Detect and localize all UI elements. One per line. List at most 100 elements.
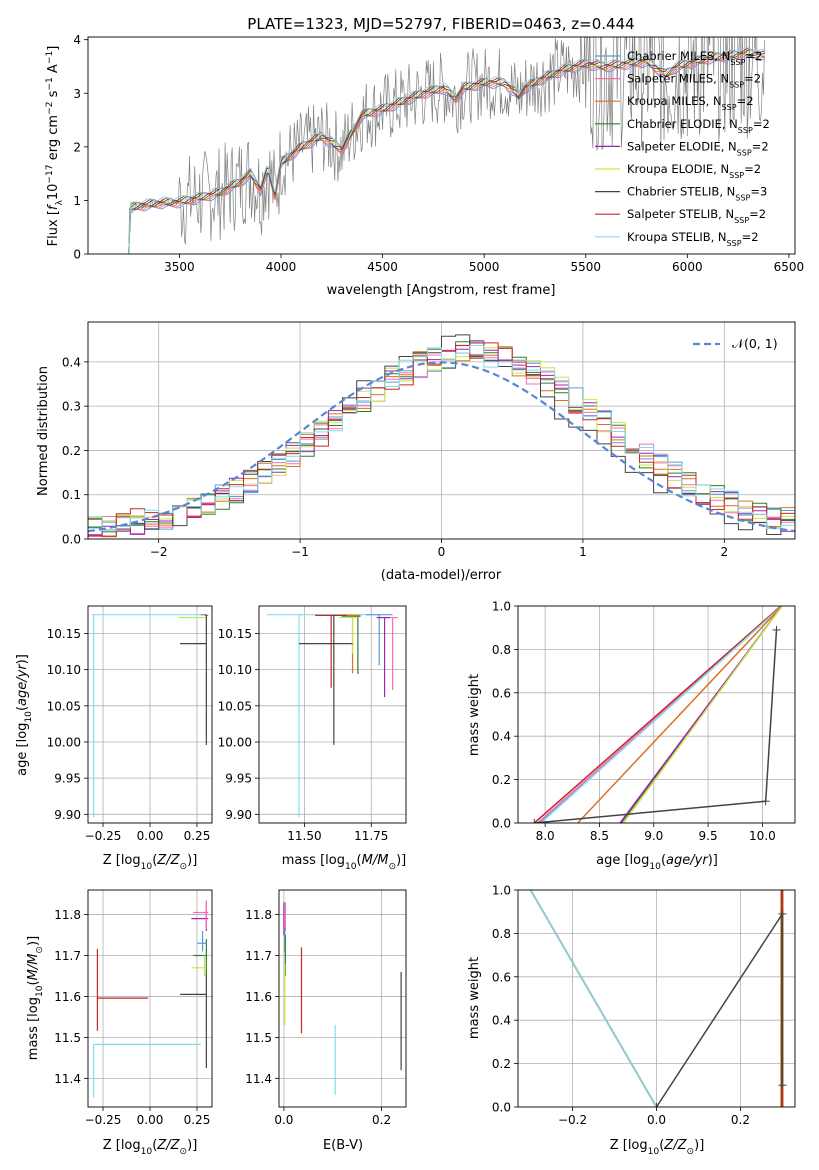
tick-label-x: 0.00 xyxy=(137,829,164,843)
tick-label-x: −0.25 xyxy=(85,1113,122,1127)
tick-label-y: 10.15 xyxy=(218,627,252,641)
tick-label-x: 5500 xyxy=(570,260,601,274)
tick-label-y: 0.8 xyxy=(492,927,511,941)
tick-label-y: 1.0 xyxy=(492,884,511,898)
tick-label-y: 3 xyxy=(73,87,81,101)
tick-label-x: 0.2 xyxy=(731,1113,750,1127)
tick-label-x: 5000 xyxy=(469,260,500,274)
tick-label-x: 1 xyxy=(579,545,587,559)
legend-label: Salpeter STELIB, NSSP=2 xyxy=(627,207,766,225)
tick-label-x: −2 xyxy=(150,545,168,559)
tick-label-y: 0.1 xyxy=(62,488,81,502)
tick-label-y: 0.0 xyxy=(492,817,511,831)
age-Z-xlabel: Z [log10(Z/Z⊙)] xyxy=(103,853,198,872)
axes-decoration: 11.50 11.75 9.90 9.95 10.00 10.05 10.10 10.15 ma… xyxy=(218,627,407,872)
tick-label-y: 0.2 xyxy=(492,1057,511,1071)
tick-label-x: 9.0 xyxy=(644,829,663,843)
age-Z-ylabel: age [log10(age/yr)] xyxy=(15,654,34,776)
weight-age-line xyxy=(577,606,783,823)
weight-Z-marker xyxy=(778,909,787,918)
legend-label: 𝒩(0, 1) xyxy=(732,336,778,351)
tick-label-x: −0.25 xyxy=(85,829,122,843)
age-vs-mass-axes: 11.50 11.75 9.90 9.95 10.00 10.05 10.10 10.15 ma… xyxy=(218,605,407,872)
mass-EBV-xlabel: E(B-V) xyxy=(323,1138,363,1153)
weight-Z-marker xyxy=(652,1103,661,1107)
tick-label-x: 0.25 xyxy=(184,1113,211,1127)
axes-decoration: 0.0 0.2 11.4 11.5 11.6 11.7 11.8 E(B-V) xyxy=(245,908,391,1153)
tick-label-y: 11.5 xyxy=(245,1031,272,1045)
legend-label: Chabrier ELODIE, NSSP=2 xyxy=(627,117,770,135)
tick-label-x: 0.0 xyxy=(274,1113,293,1127)
tick-label-y: 0 xyxy=(73,248,81,262)
model-spectrum-line xyxy=(128,55,765,254)
tick-label-y: 11.5 xyxy=(54,1031,81,1045)
axes-decoration: 8.0 8.5 9.0 9.5 10.0 0.0 0.2 0.4 0.6 0.8 1.0 age [l… xyxy=(467,600,776,873)
tick-label-y: 9.95 xyxy=(225,772,252,786)
residuals-ylabel: Normed distribution xyxy=(36,366,51,496)
legend-label: Salpeter ELODIE, NSSP=2 xyxy=(627,139,769,157)
tick-label-y: 9.90 xyxy=(225,808,252,822)
plot-area xyxy=(88,322,795,539)
mass-vs-Z-axes: −0.25 0.00 0.25 11.4 11.5 11.6 11.7 11.8 Z [log1… xyxy=(26,889,213,1157)
tick-label-y: 0.4 xyxy=(62,355,81,369)
observed-spectrum-line xyxy=(128,37,765,254)
plot-area xyxy=(518,890,795,1107)
legend-label: Chabrier MILES, NSSP=2 xyxy=(627,49,762,67)
residuals-legend: 𝒩(0, 1) xyxy=(693,336,778,351)
tick-label-y: 0.8 xyxy=(492,643,511,657)
weight-Z-xlabel: Z [log10(Z/Z⊙)] xyxy=(610,1138,705,1157)
tick-label-x: −1 xyxy=(291,545,309,559)
mass-Z-xlabel: Z [log10(Z/Z⊙)] xyxy=(103,1138,198,1157)
axes-decoration: −2 −1 0 1 2 0.0 0.1 0.2 0.3 0.4 (data-model)/error… xyxy=(36,355,728,583)
spectrum-axes: 3500 4000 4500 5000 5500 6000 6500 0 1 2 3 4 wavelen… xyxy=(45,33,804,298)
axes-frame xyxy=(278,889,407,1108)
residual-histogram-step xyxy=(88,347,795,528)
tick-label-y: 0.4 xyxy=(492,730,511,744)
spectrum-legend: Chabrier MILES, NSSP=2 Salpeter MILES, NS… xyxy=(595,49,770,247)
tick-label-y: 11.6 xyxy=(54,990,81,1004)
weight-age-line xyxy=(533,606,782,823)
axes-decoration: −0.25 0.00 0.25 11.4 11.5 11.6 11.7 11.8 Z [log1… xyxy=(26,908,210,1157)
tick-label-y: 11.7 xyxy=(54,949,81,963)
weight-age-marker xyxy=(772,625,781,634)
weight-age-line xyxy=(540,606,783,823)
plot-area xyxy=(279,890,406,1107)
spectrum-ylabel: Flux [fλ10−17 erg cm−2 s−1 A−1] xyxy=(45,46,65,247)
tick-label-y: 0.6 xyxy=(492,686,511,700)
axes-frame xyxy=(87,605,213,824)
tick-label-x: 0 xyxy=(438,545,446,559)
tick-label-x: 0.00 xyxy=(137,1113,164,1127)
axes-decoration: −0.2 0.0 0.2 0.0 0.2 0.4 0.6 0.8 1.0 Z [log10(Z/Z… xyxy=(467,884,750,1158)
plot-area xyxy=(88,606,212,823)
tick-label-y: 0.0 xyxy=(62,533,81,547)
axes-frame xyxy=(517,889,796,1108)
tick-label-y: 11.7 xyxy=(245,949,272,963)
tick-label-y: 11.4 xyxy=(54,1072,81,1086)
tick-label-y: 9.90 xyxy=(54,808,81,822)
weight-age-ylabel: mass weight xyxy=(467,674,482,756)
legend-label: Salpeter MILES, NSSP=2 xyxy=(627,72,761,90)
axes-decoration: −0.25 0.00 0.25 9.90 9.95 10.00 10.05 10.10 10.1… xyxy=(15,627,210,872)
tick-label-y: 0.6 xyxy=(492,970,511,984)
tick-label-y: 9.95 xyxy=(54,772,81,786)
weight-vs-age-axes: 8.0 8.5 9.0 9.5 10.0 0.0 0.2 0.4 0.6 0.8 1.0 age [l… xyxy=(467,600,796,873)
tick-label-y: 0.2 xyxy=(62,444,81,458)
legend-label: Kroupa ELODIE, NSSP=2 xyxy=(627,162,761,180)
tick-label-x: 2 xyxy=(720,545,728,559)
tick-label-y: 2 xyxy=(73,140,81,154)
tick-label-y: 11.6 xyxy=(245,990,272,1004)
weight-age-marker xyxy=(761,797,770,806)
residuals-axes: −2 −1 0 1 2 0.0 0.1 0.2 0.3 0.4 (data-model)/error… xyxy=(36,321,796,583)
weight-vs-Z-axes: −0.2 0.0 0.2 0.0 0.2 0.4 0.6 0.8 1.0 Z [log10(Z/Z… xyxy=(467,884,796,1158)
axes-decoration: 3500 4000 4500 5000 5500 6000 6500 0 1 2 3 4 wavelen… xyxy=(45,33,804,298)
tick-label-x: 0.2 xyxy=(372,1113,391,1127)
plot-area xyxy=(518,606,795,823)
axes-frame xyxy=(87,889,213,1108)
gaussian-reference-curve xyxy=(88,361,795,533)
tick-label-y: 10.15 xyxy=(47,627,81,641)
tick-label-y: 1 xyxy=(73,194,81,208)
weight-age-marker xyxy=(530,819,539,823)
tick-label-x: 4000 xyxy=(266,260,297,274)
tick-label-y: 0.4 xyxy=(492,1014,511,1028)
tick-label-y: 10.10 xyxy=(47,663,81,677)
